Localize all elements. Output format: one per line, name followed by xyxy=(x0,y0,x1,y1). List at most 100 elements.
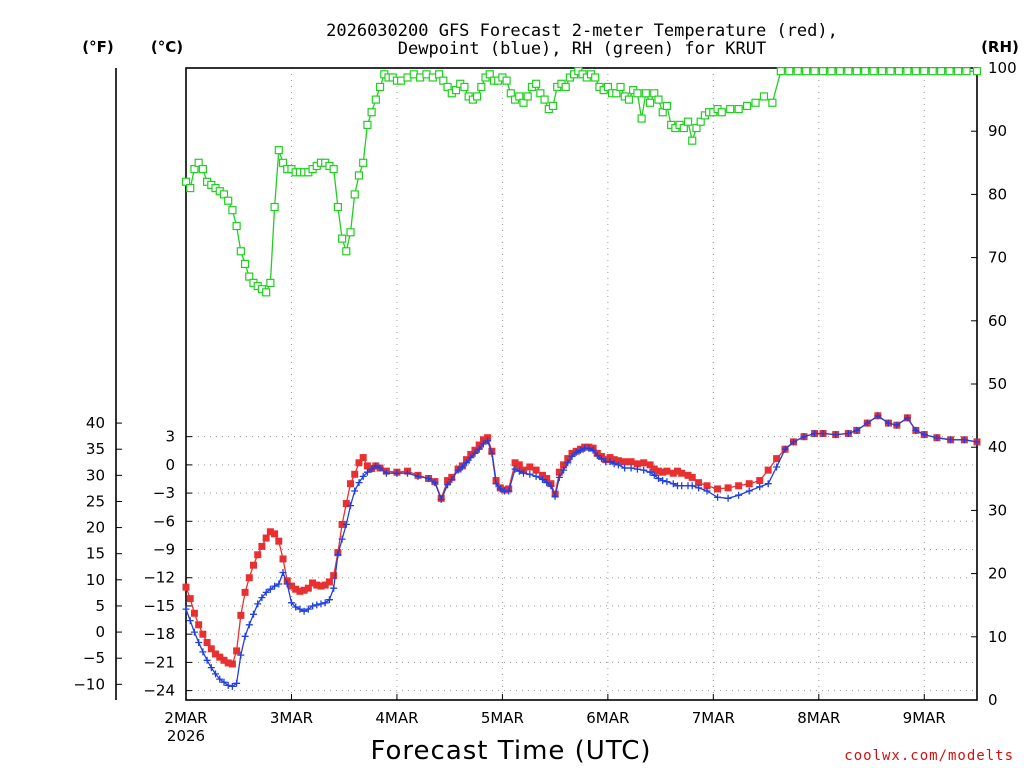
dewpoint-point xyxy=(467,454,475,462)
rh-point xyxy=(451,86,461,95)
temperature-point xyxy=(342,500,350,508)
fahrenheit-tick-label: 35 xyxy=(86,440,105,458)
dewpoint-point xyxy=(195,639,203,646)
rh-point xyxy=(477,82,486,92)
dewpoint-point xyxy=(471,449,479,457)
rh-point xyxy=(371,95,380,104)
rh-point xyxy=(637,114,646,123)
rh-point xyxy=(920,67,929,76)
rh-point xyxy=(844,67,853,76)
dewpoint-point xyxy=(254,600,262,608)
rh-point xyxy=(194,158,203,167)
x-tick-label: 9MAR xyxy=(903,709,946,727)
series-dewpoint xyxy=(182,412,981,690)
rh-point xyxy=(548,101,558,111)
dewpoint-point xyxy=(576,446,584,454)
temperature-point xyxy=(258,542,266,550)
rh-point xyxy=(903,67,912,76)
dewpoint-point xyxy=(325,596,333,604)
rh-point xyxy=(603,82,612,92)
plot-frame xyxy=(185,67,978,701)
dewpoint-point xyxy=(372,462,380,470)
rh-point xyxy=(726,104,735,114)
fahrenheit-tick-label: 25 xyxy=(86,492,105,510)
rh-point xyxy=(962,67,971,76)
temperature-point xyxy=(444,477,452,485)
dewpoint-point xyxy=(800,433,808,441)
rh-point xyxy=(688,136,697,145)
rh-point xyxy=(633,89,642,98)
dewpoint-point xyxy=(304,605,312,613)
rh-point xyxy=(612,89,621,98)
temperature-point xyxy=(663,467,671,475)
rh-tick-label: 10 xyxy=(988,628,1007,646)
celsius-tick-label: −9 xyxy=(153,541,175,559)
dewpoint-point xyxy=(505,487,513,495)
rh-point xyxy=(532,79,541,88)
temperature-point xyxy=(212,650,220,658)
temperature-point xyxy=(330,572,338,580)
rh-point xyxy=(835,67,844,76)
dewpoint-point xyxy=(224,681,232,689)
dewpoint-point xyxy=(292,603,300,611)
dewpoint-point xyxy=(526,470,534,478)
temperature-point xyxy=(351,470,359,478)
temperature-point xyxy=(650,465,658,473)
dewpoint-point xyxy=(703,487,711,495)
dewpoint-point xyxy=(678,482,686,490)
dewpoint-point xyxy=(313,601,321,609)
temperature-point xyxy=(241,588,249,596)
temperature-point xyxy=(359,454,367,462)
rh-tick-label: 70 xyxy=(988,249,1007,267)
fahrenheit-tick-label: 20 xyxy=(86,519,105,537)
dewpoint-point xyxy=(564,459,572,467)
temperature-point xyxy=(735,482,743,490)
dewpoint-point xyxy=(425,475,433,482)
rh-point xyxy=(928,67,937,76)
rh-point xyxy=(266,278,275,287)
rh-point xyxy=(561,82,570,92)
temperature-point xyxy=(199,630,207,638)
dewpoint-point xyxy=(819,430,827,437)
dewpoint-point xyxy=(237,651,245,659)
temperature-point xyxy=(511,459,519,467)
x-axis-title: Forecast Time (UTC) xyxy=(370,736,651,766)
dewpoint-point xyxy=(811,430,819,437)
rh-unit-label: (RH) xyxy=(981,38,1019,56)
dewpoint-point xyxy=(695,484,703,492)
rh-point xyxy=(219,190,229,199)
rh-point xyxy=(363,120,372,129)
temperature-point xyxy=(216,653,224,661)
data-series xyxy=(181,67,982,690)
dewpoint-point xyxy=(266,585,274,593)
rh-tick-label: 0 xyxy=(988,691,998,709)
celsius-tick-label: −18 xyxy=(143,625,175,643)
temperature-point xyxy=(538,471,546,479)
dewpoint-point xyxy=(853,426,861,434)
dewpoint-point xyxy=(920,431,928,439)
dewpoint-point xyxy=(203,656,211,664)
rh-point xyxy=(485,70,494,79)
dewpoint-point xyxy=(330,584,338,592)
dewpoint-point xyxy=(610,460,618,468)
axes: 30−3−6−9−12−15−18−21−244035302520151050−… xyxy=(73,59,1016,745)
temperature-point xyxy=(275,537,283,545)
source-credit[interactable]: coolwx.com/modelts xyxy=(844,748,1014,764)
temperature-point xyxy=(688,473,696,481)
temperature-point xyxy=(309,579,317,587)
temperature-point xyxy=(621,458,629,466)
temperature-point xyxy=(627,458,635,466)
rh-point xyxy=(818,67,828,76)
chart-title-line1: 2026030200 GFS Forecast 2-meter Temperat… xyxy=(326,21,838,41)
rh-point xyxy=(679,123,688,133)
temperature-point xyxy=(363,462,371,470)
rh-point xyxy=(329,165,338,174)
dewpoint-point xyxy=(790,438,797,446)
dewpoint-point xyxy=(190,628,198,636)
dewpoint-point xyxy=(764,480,772,488)
dewpoint-point xyxy=(560,466,568,474)
dewpoint-point xyxy=(543,479,551,487)
temperature-point xyxy=(659,468,667,476)
dewpoint-point xyxy=(539,476,546,483)
dewpoint-point xyxy=(844,430,852,437)
